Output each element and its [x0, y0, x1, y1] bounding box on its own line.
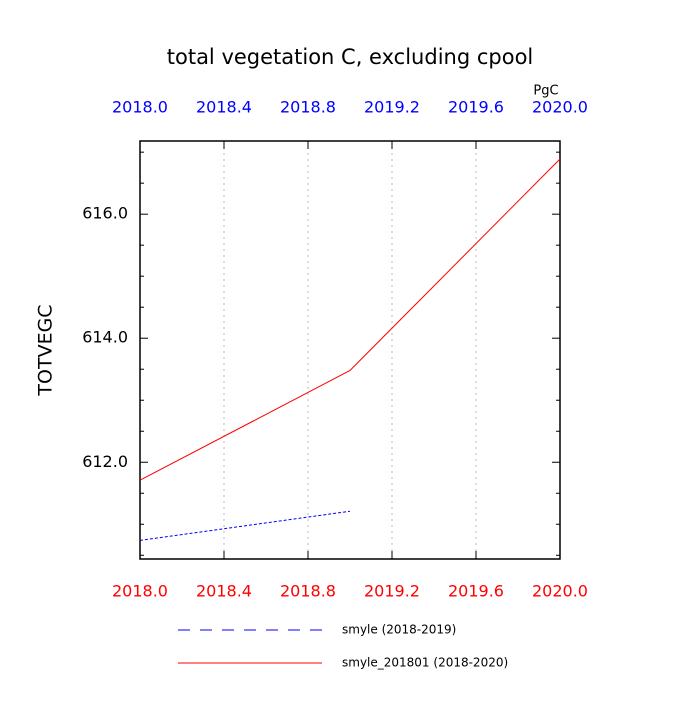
y-tick-label: 614.0: [82, 328, 128, 347]
x2-tick-label: 2018.8: [280, 98, 336, 117]
chart-title: total vegetation C, excluding cpool: [167, 45, 534, 69]
units-label: PgC: [533, 84, 558, 99]
legend-label: smyle_201801 (2018-2020): [342, 656, 508, 670]
x-tick-label: 2019.6: [448, 582, 504, 601]
x2-tick-label: 2019.2: [364, 98, 420, 117]
x-tick-label: 2018.8: [280, 582, 336, 601]
x2-tick-label: 2018.4: [196, 98, 252, 117]
x-tick-label: 2018.4: [196, 582, 252, 601]
x-tick-label: 2018.0: [112, 582, 168, 601]
x-tick-label: 2019.2: [364, 582, 420, 601]
y-tick-label: 616.0: [82, 204, 128, 223]
x2-tick-label: 2018.0: [112, 98, 168, 117]
legend-label: smyle (2018-2019): [342, 623, 456, 637]
line-series: [139, 158, 561, 481]
x2-tick-label: 2020.0: [532, 98, 588, 117]
x-tick-label: 2020.0: [532, 582, 588, 601]
plot-frame: [139, 140, 561, 560]
line-series: [139, 510, 351, 541]
y-tick-label: 612.0: [82, 452, 128, 471]
x2-tick-label: 2019.6: [448, 98, 504, 117]
y-axis-label: TOTVEGC: [35, 304, 57, 396]
